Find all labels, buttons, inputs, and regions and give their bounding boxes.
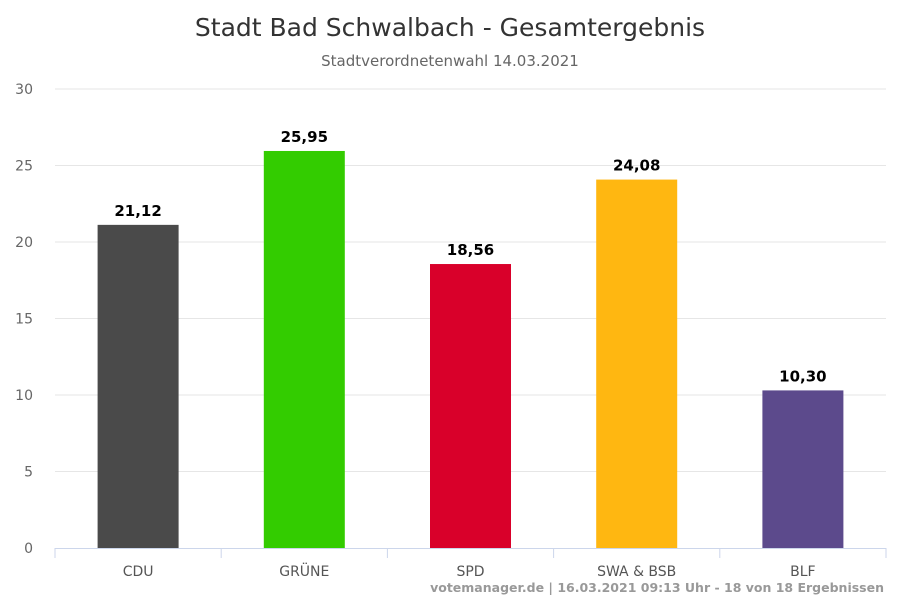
y-tick-label: 0	[24, 541, 33, 557]
y-tick-label: 10	[15, 388, 33, 404]
bar-gr-ne	[263, 150, 345, 548]
y-tick-label: 5	[24, 465, 33, 481]
bar-swa-bsb	[596, 179, 678, 549]
x-tick-label: SWA & BSB	[597, 564, 676, 580]
data-label: 18,56	[447, 241, 494, 259]
x-tick-label: CDU	[123, 564, 154, 580]
y-tick-label: 20	[15, 235, 33, 251]
y-axis-ticks: 0 5 10 15 20 25 30	[15, 82, 33, 557]
data-labels: 21,12 25,95 18,56 24,08 10,30	[114, 128, 826, 385]
y-tick-label: 30	[15, 82, 33, 98]
x-axis: CDU GRÜNE SPD SWA & BSB BLF	[54, 548, 887, 580]
chart-subtitle: Stadtverordnetenwahl 14.03.2021	[321, 52, 579, 70]
bars	[97, 150, 844, 549]
bar-blf	[762, 390, 844, 548]
bar-cdu	[97, 224, 179, 548]
data-label: 25,95	[281, 128, 328, 146]
bar-spd	[430, 264, 511, 548]
data-label: 24,08	[613, 157, 660, 175]
chart-title: Stadt Bad Schwalbach - Gesamtergebnis	[195, 13, 705, 42]
x-tick-label: GRÜNE	[279, 562, 329, 580]
x-tick-label: SPD	[456, 564, 484, 580]
data-label: 21,12	[114, 202, 161, 220]
x-tick-label: BLF	[790, 564, 815, 580]
y-tick-label: 15	[15, 312, 33, 328]
data-label: 10,30	[779, 367, 826, 385]
credits-text: votemanager.de | 16.03.2021 09:13 Uhr - …	[430, 580, 884, 595]
y-tick-label: 25	[15, 159, 33, 175]
